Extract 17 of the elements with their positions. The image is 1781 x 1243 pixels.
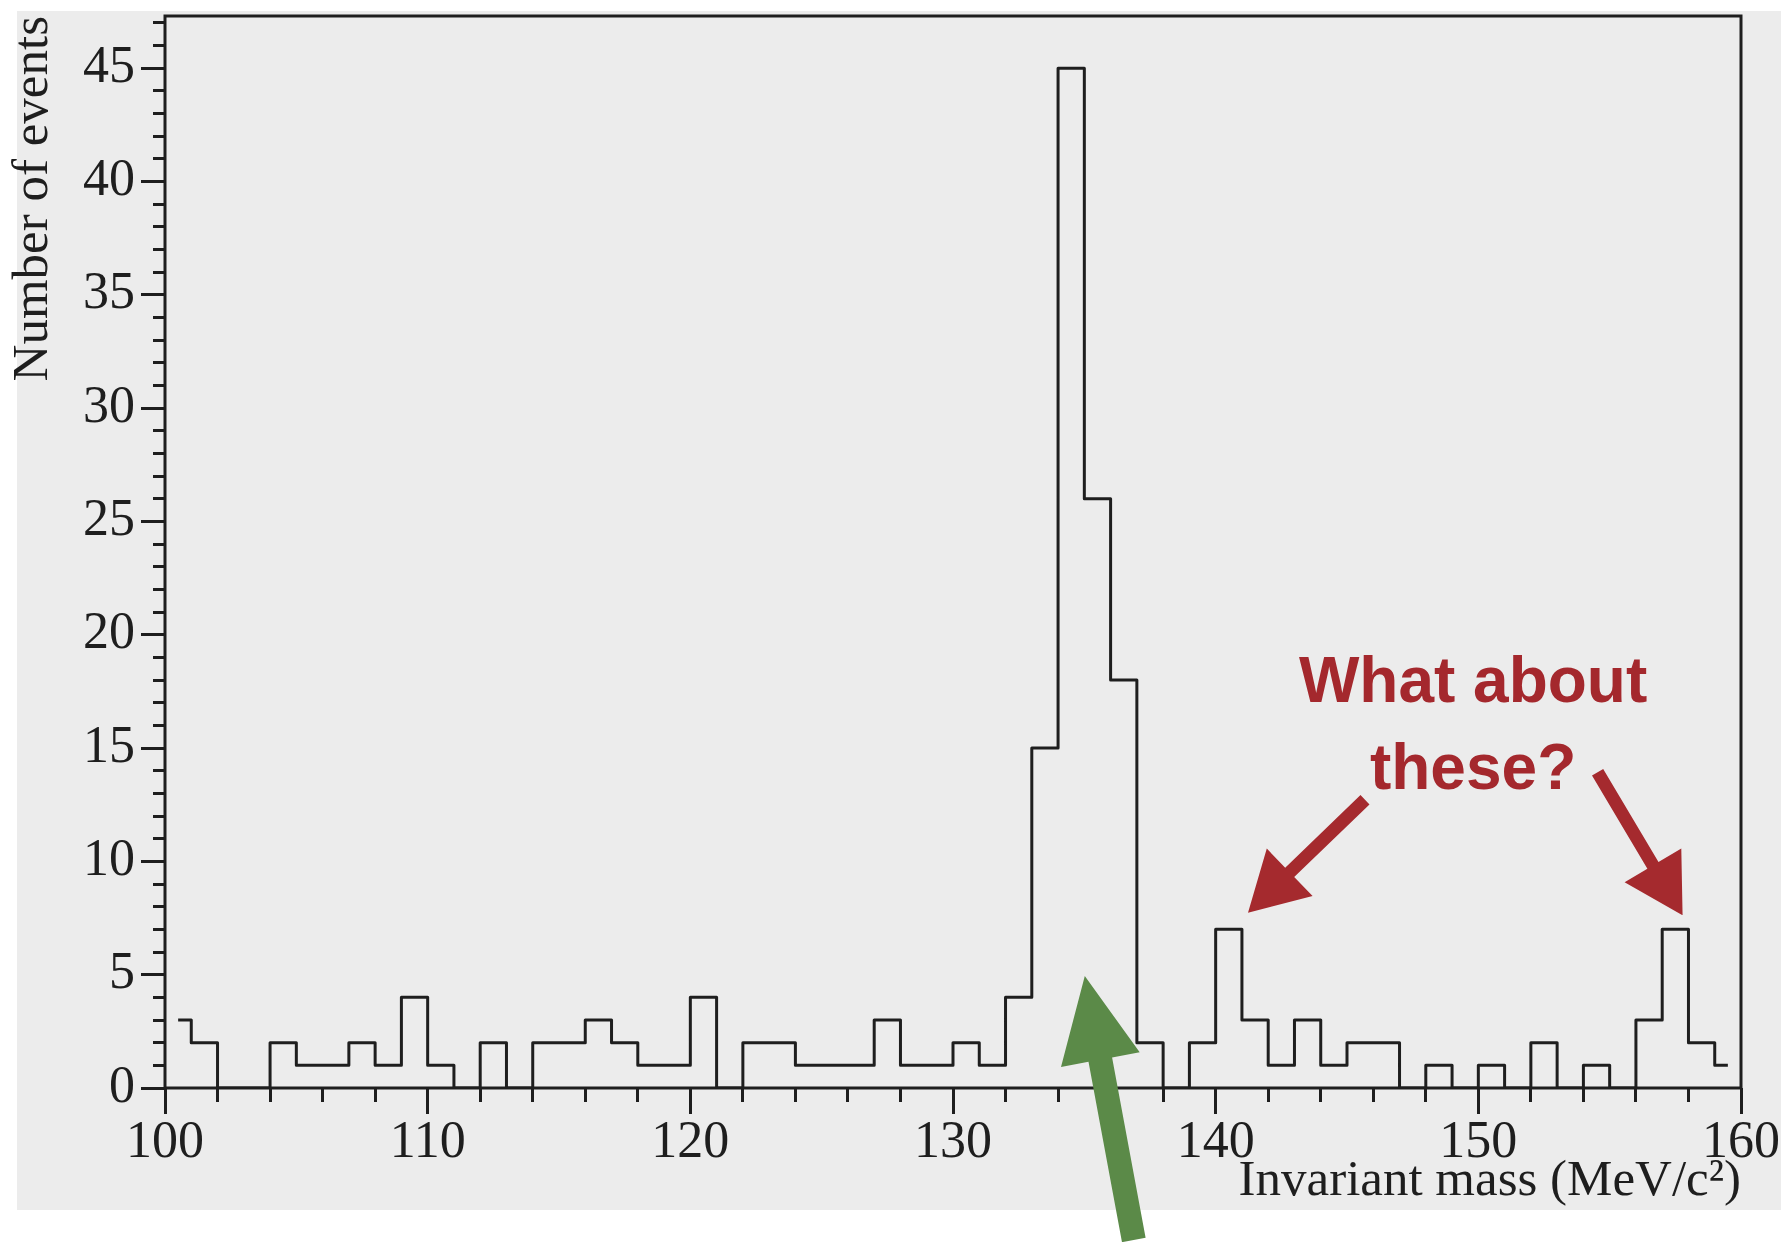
y-tick-label: 45 (83, 35, 135, 93)
y-axis-title: Number of events (1, 16, 58, 382)
x-tick-label: 150 (1439, 1110, 1518, 1168)
y-tick-label: 25 (83, 489, 135, 547)
y-tick-label: 15 (83, 715, 135, 773)
x-tick-label: 110 (389, 1110, 466, 1168)
y-tick-label: 5 (109, 942, 135, 1000)
x-tick-label: 100 (126, 1110, 204, 1168)
annotation: What about these? (1298, 644, 1648, 804)
x-tick-label: 120 (651, 1110, 730, 1168)
y-tick-label: 20 (83, 602, 135, 660)
y-tick-label: 35 (83, 262, 135, 320)
x-tick-label: 130 (914, 1110, 992, 1168)
y-tick-label: 10 (83, 829, 135, 887)
y-tick-label: 30 (83, 375, 135, 433)
y-tick-label: 40 (83, 149, 135, 207)
y-tick-label: 0 (109, 1055, 135, 1113)
